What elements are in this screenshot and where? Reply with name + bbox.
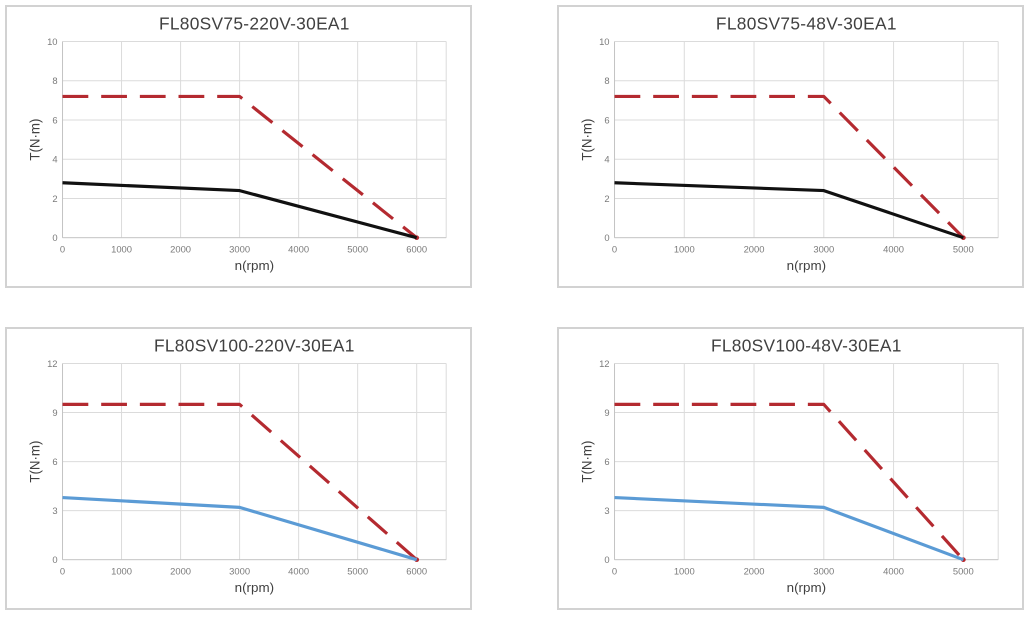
y-axis-title: T(N·m) <box>580 441 595 483</box>
torque-speed-chart-fl80sv100-220v: FL80SV100-220V-30EA1 0 3 6 9 12 0 1000 2000 3000 4… <box>28 336 447 595</box>
x-tick-label: 5000 <box>953 566 974 577</box>
x-axis-title: n(rpm) <box>787 580 826 595</box>
y-tick-label: 12 <box>599 358 609 369</box>
y-tick-label: 8 <box>52 75 57 86</box>
gridlines <box>62 363 447 561</box>
chart-title: FL80SV100-220V-30EA1 <box>154 336 355 356</box>
x-tick-label: 4000 <box>288 244 309 255</box>
x-tick-label: 1000 <box>674 244 695 255</box>
x-tick-label: 0 <box>60 566 65 577</box>
peak-torque-line <box>614 402 965 561</box>
y-tick-label: 0 <box>52 554 57 565</box>
rated-torque-line <box>614 181 964 240</box>
chart-panel-fl80sv75-48v-30ea1: FL80SV75-48V-30EA1 0 2 4 6 8 10 0 1000 2000 3000 40… <box>557 5 1024 288</box>
chart-title: FL80SV75-48V-30EA1 <box>716 14 897 34</box>
chart-panel-fl80sv100-220v-30ea1: FL80SV100-220V-30EA1 0 3 6 9 12 0 1000 2000 3000 4… <box>5 327 472 610</box>
x-axis-title: n(rpm) <box>235 258 274 273</box>
x-tick-label: 1000 <box>111 244 132 255</box>
x-tick-label: 0 <box>612 566 617 577</box>
x-tick-label: 0 <box>60 244 65 255</box>
x-tick-label: 3000 <box>229 566 250 577</box>
y-tick-label: 9 <box>604 407 609 418</box>
y-axis-title: T(N·m) <box>28 441 43 483</box>
rated-torque-line <box>62 495 418 562</box>
y-tick-label: 6 <box>52 114 57 125</box>
gridlines <box>614 41 999 239</box>
y-tick-label: 2 <box>604 193 609 204</box>
x-tick-label: 5000 <box>347 566 368 577</box>
peak-torque-line <box>62 94 418 239</box>
rated-torque-line <box>614 495 964 562</box>
x-tick-label: 3000 <box>229 244 250 255</box>
x-tick-label: 1000 <box>674 566 695 577</box>
y-tick-label: 3 <box>52 505 57 516</box>
y-tick-label: 6 <box>604 456 609 467</box>
y-tick-label: 4 <box>52 154 57 165</box>
x-tick-label: 6000 <box>406 244 427 255</box>
x-tick-label: 4000 <box>883 566 904 577</box>
x-tick-label: 4000 <box>883 244 904 255</box>
x-tick-label: 5000 <box>347 244 368 255</box>
y-tick-label: 0 <box>604 232 609 243</box>
y-tick-label: 4 <box>604 154 609 165</box>
y-tick-label: 10 <box>47 36 57 47</box>
chart-panel-fl80sv75-220v-30ea1: FL80SV75-220V-30EA1 0 2 4 6 8 10 0 1000 2000 3000 4… <box>5 5 472 288</box>
torque-speed-chart-fl80sv75-220v: FL80SV75-220V-30EA1 0 2 4 6 8 10 0 1000 2000 3000 4… <box>28 14 447 273</box>
y-tick-label: 0 <box>604 554 609 565</box>
x-axis-title: n(rpm) <box>235 580 274 595</box>
y-tick-label: 12 <box>47 358 57 369</box>
x-tick-label: 1000 <box>111 566 132 577</box>
peak-torque-line <box>614 94 965 239</box>
y-tick-label: 10 <box>599 36 609 47</box>
gridlines <box>62 41 447 239</box>
chart-title: FL80SV100-48V-30EA1 <box>711 336 902 356</box>
y-tick-label: 8 <box>604 75 609 86</box>
x-tick-label: 0 <box>612 244 617 255</box>
y-tick-label: 9 <box>52 407 57 418</box>
gridlines <box>614 363 999 561</box>
x-tick-label: 2000 <box>170 566 191 577</box>
y-tick-label: 6 <box>604 114 609 125</box>
x-tick-label: 5000 <box>953 244 974 255</box>
y-tick-label: 0 <box>52 232 57 243</box>
y-tick-label: 2 <box>52 193 57 204</box>
x-tick-label: 4000 <box>288 566 309 577</box>
x-tick-label: 6000 <box>406 566 427 577</box>
chart-title: FL80SV75-220V-30EA1 <box>159 14 350 34</box>
y-axis-title: T(N·m) <box>580 119 595 161</box>
y-axis-title: T(N·m) <box>28 119 43 161</box>
chart-panel-fl80sv100-48v-30ea1: FL80SV100-48V-30EA1 0 3 6 9 12 0 1000 2000 3000 40… <box>557 327 1024 610</box>
torque-speed-chart-fl80sv100-48v: FL80SV100-48V-30EA1 0 3 6 9 12 0 1000 2000 3000 40… <box>580 336 999 595</box>
x-tick-label: 2000 <box>170 244 191 255</box>
torque-speed-chart-fl80sv75-48v: FL80SV75-48V-30EA1 0 2 4 6 8 10 0 1000 2000 3000 40… <box>580 14 999 273</box>
rated-torque-line <box>62 181 418 240</box>
x-tick-label: 2000 <box>744 566 765 577</box>
y-tick-label: 3 <box>604 505 609 516</box>
x-tick-label: 2000 <box>744 244 765 255</box>
x-tick-label: 3000 <box>813 244 834 255</box>
x-axis-title: n(rpm) <box>787 258 826 273</box>
peak-torque-line <box>62 402 418 561</box>
x-tick-label: 3000 <box>813 566 834 577</box>
y-tick-label: 6 <box>52 456 57 467</box>
